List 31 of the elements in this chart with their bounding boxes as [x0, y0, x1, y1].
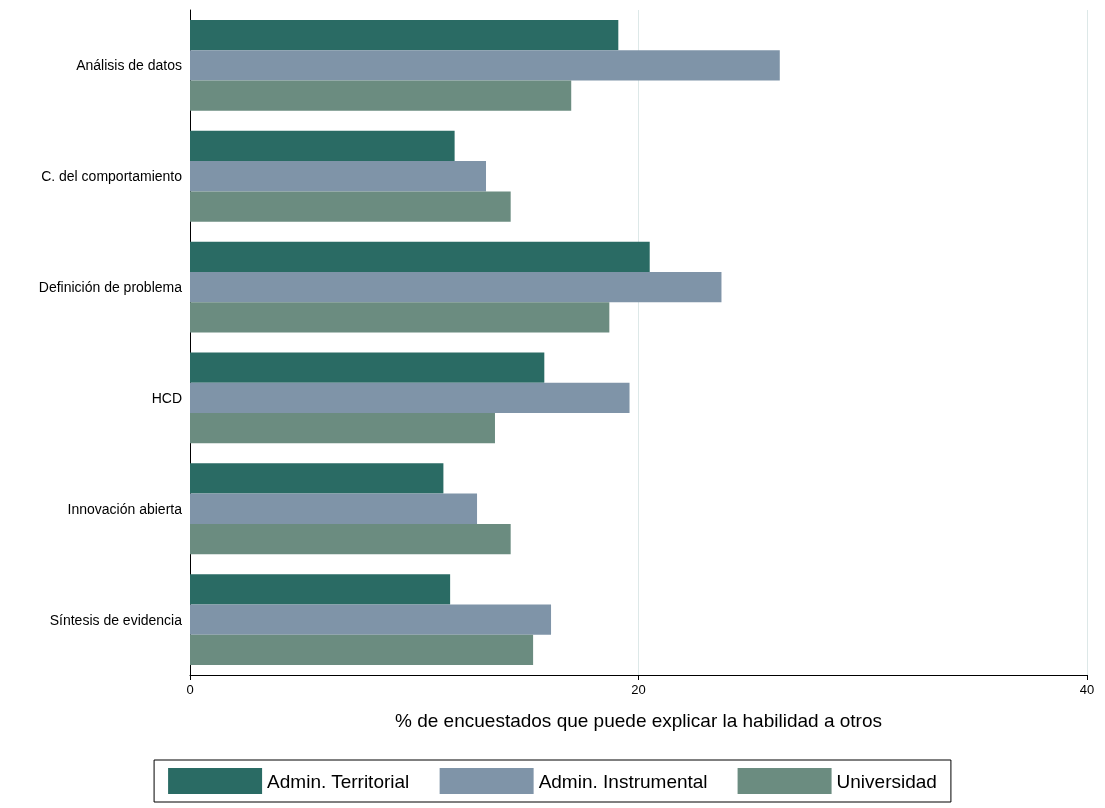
bar: [190, 382, 630, 414]
bar: [190, 191, 511, 222]
x-tick-label: 20: [631, 682, 646, 697]
bar: [190, 19, 619, 51]
bar: [190, 523, 511, 555]
bar: [190, 130, 455, 162]
bar: [190, 574, 451, 605]
y-tick-label: Definición de problema: [38, 279, 183, 296]
bar: [190, 161, 487, 192]
bar: [190, 241, 650, 272]
legend-label: Admin. Territorial: [267, 770, 410, 792]
bar: [190, 493, 478, 524]
x-axis-title: % de encuestados que puede explicar la habilidad a otros: [395, 710, 882, 731]
legend-label: Universidad: [836, 770, 937, 792]
y-tick-label: Innovación abierta: [67, 500, 183, 517]
bar: [190, 463, 444, 494]
legend-label: Admin. Instrumental: [538, 770, 708, 792]
y-tick-label: Síntesis de evidencia: [49, 611, 183, 628]
y-tick-label: HCD: [151, 389, 182, 406]
bar: [190, 271, 722, 303]
x-tick-label: 40: [1079, 682, 1095, 697]
y-tick-label: Análisis de datos: [76, 57, 182, 74]
bar: [190, 352, 545, 383]
bar: [190, 413, 495, 444]
bar: [190, 80, 572, 111]
y-tick-label: C. del comportamiento: [41, 168, 183, 185]
x-tick-label: 0: [186, 682, 194, 697]
bar: [190, 604, 552, 635]
bar: [190, 634, 534, 666]
bar: [190, 302, 610, 333]
bar: [190, 50, 780, 81]
